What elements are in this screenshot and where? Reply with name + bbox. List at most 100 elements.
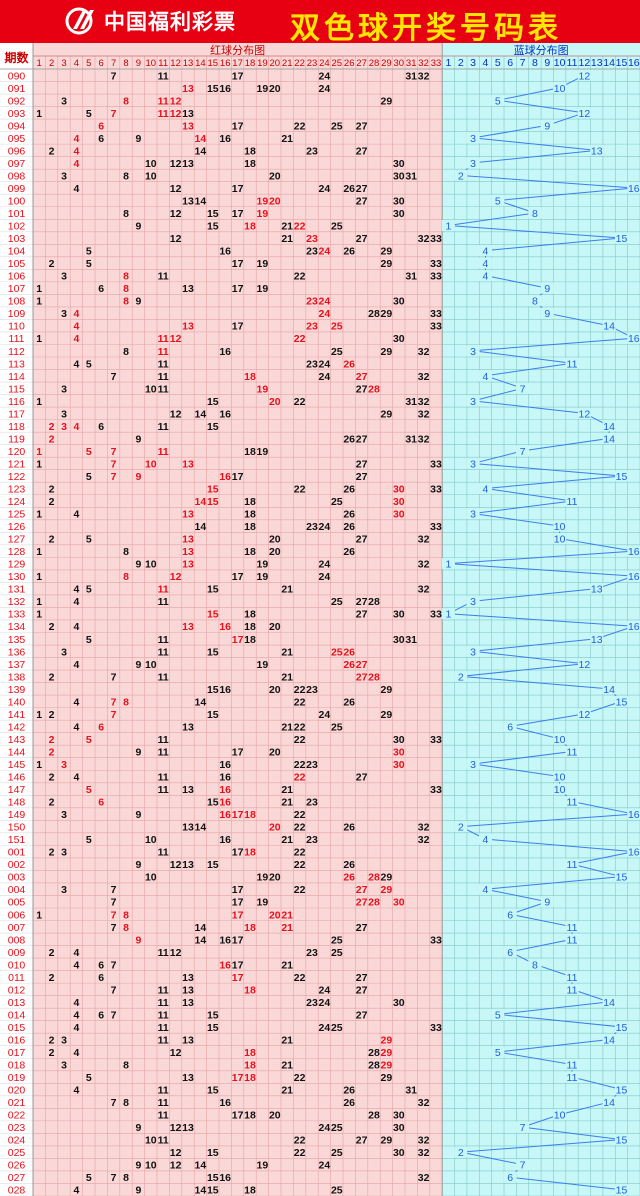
- red-ball: 25: [331, 120, 343, 132]
- blue-ball: 4: [483, 884, 489, 896]
- red-ball: 19: [257, 283, 269, 295]
- red-ball: 4: [73, 959, 79, 971]
- blue-ball-bg: [565, 858, 579, 870]
- red-ball: 2: [49, 621, 55, 633]
- blue-ball: 14: [603, 997, 615, 1009]
- red-ball: 9: [135, 859, 141, 871]
- red-ball: 32: [418, 1097, 430, 1109]
- red-ball: 24: [319, 521, 331, 533]
- red-ball: 21: [281, 834, 293, 846]
- issue-label: 097: [8, 158, 26, 170]
- issue-label: 123: [8, 483, 26, 495]
- red-ball: 9: [135, 559, 141, 571]
- red-ball: 31: [405, 170, 417, 182]
- red-ball: 29: [381, 408, 393, 420]
- red-ball: 17: [232, 884, 244, 896]
- blue-ball-bg: [478, 482, 492, 494]
- blue-ball: 4: [483, 834, 489, 846]
- red-ball: 3: [61, 308, 67, 320]
- blue-ball-bg: [553, 733, 567, 745]
- red-ball: 11: [158, 1097, 169, 1109]
- red-ball: 1: [36, 609, 42, 621]
- red-ball: 4: [73, 333, 79, 345]
- red-ball: 10: [145, 1135, 157, 1147]
- red-ball: 12: [170, 1160, 182, 1172]
- red-ball: 25: [331, 1122, 343, 1134]
- red-ball: 29: [381, 246, 393, 258]
- red-ball: 21: [281, 646, 293, 658]
- red-ball: 11: [158, 446, 169, 458]
- red-ball: 29: [381, 258, 393, 270]
- red-ball: 1: [36, 571, 42, 583]
- red-ball: 5: [86, 446, 92, 458]
- issue-label: 003: [8, 872, 26, 884]
- red-ball: 30: [393, 296, 405, 308]
- blue-ball-bg: [454, 169, 468, 181]
- red-ball: 4: [73, 1085, 79, 1097]
- blue-ball-bg: [478, 833, 492, 845]
- red-ball: 27: [356, 596, 368, 608]
- blue-ball: 3: [470, 133, 476, 145]
- red-ball: 32: [418, 584, 430, 596]
- issue-label: 105: [8, 258, 26, 270]
- red-ball: 29: [381, 1047, 393, 1059]
- red-ball: 23: [306, 997, 318, 1009]
- blue-ball: 14: [603, 1097, 615, 1109]
- blue-column-number: 7: [520, 57, 526, 69]
- red-ball: 18: [244, 1110, 256, 1122]
- red-ball: 3: [61, 421, 67, 433]
- red-ball: 17: [232, 471, 244, 483]
- red-ball: 13: [182, 283, 194, 295]
- red-ball: 13: [182, 1072, 194, 1084]
- blue-column-number: 11: [567, 57, 578, 69]
- red-ball: 13: [182, 158, 194, 170]
- blue-ball-bg: [466, 457, 480, 469]
- red-ball: 15: [207, 584, 219, 596]
- red-ball: 24: [319, 984, 331, 996]
- red-ball: 14: [195, 934, 207, 946]
- red-ball: 18: [244, 634, 256, 646]
- red-ball: 33: [430, 521, 442, 533]
- red-ball: 9: [135, 1122, 141, 1134]
- red-ball: 16: [219, 797, 231, 809]
- red-ball: 11: [158, 70, 169, 82]
- red-ball: 7: [111, 458, 117, 470]
- red-ball: 15: [207, 1185, 219, 1196]
- blue-ball-bg: [491, 194, 505, 206]
- issue-label: 005: [8, 897, 26, 909]
- blue-ball-bg: [540, 282, 554, 294]
- red-ball: 18: [244, 621, 256, 633]
- red-ball: 18: [244, 809, 256, 821]
- red-ball: 2: [49, 145, 55, 157]
- red-ball: 32: [418, 346, 430, 358]
- red-ball: 1: [36, 709, 42, 721]
- issue-label: 120: [8, 446, 26, 458]
- blue-ball: 8: [532, 208, 538, 220]
- blue-ball: 3: [470, 158, 476, 170]
- red-ball: 3: [61, 884, 67, 896]
- red-ball: 17: [232, 183, 244, 195]
- red-column-number: 3: [61, 58, 66, 69]
- blue-ball: 13: [591, 145, 603, 157]
- red-ball: 32: [418, 233, 430, 245]
- red-ball: 6: [98, 959, 104, 971]
- red-ball: 11: [158, 646, 169, 658]
- blue-ball: 3: [470, 596, 476, 608]
- blue-ball: 2: [458, 822, 464, 834]
- issue-label: 129: [8, 559, 26, 571]
- red-ball: 10: [145, 170, 157, 182]
- blue-ball: 16: [628, 571, 640, 583]
- issue-label: 144: [8, 746, 26, 758]
- red-ball: 18: [244, 496, 256, 508]
- red-ball: 12: [170, 859, 182, 871]
- red-ball: 16: [219, 408, 231, 420]
- red-ball: 30: [393, 158, 405, 170]
- red-ball: 9: [135, 659, 141, 671]
- issue-label: 141: [8, 709, 26, 721]
- blue-ball: 14: [603, 433, 615, 445]
- red-ball: 12: [170, 108, 182, 120]
- red-column-number: 9: [136, 58, 141, 69]
- blue-ball-bg: [602, 320, 616, 332]
- red-ball: 16: [219, 809, 231, 821]
- blue-ball-bg: [553, 783, 567, 795]
